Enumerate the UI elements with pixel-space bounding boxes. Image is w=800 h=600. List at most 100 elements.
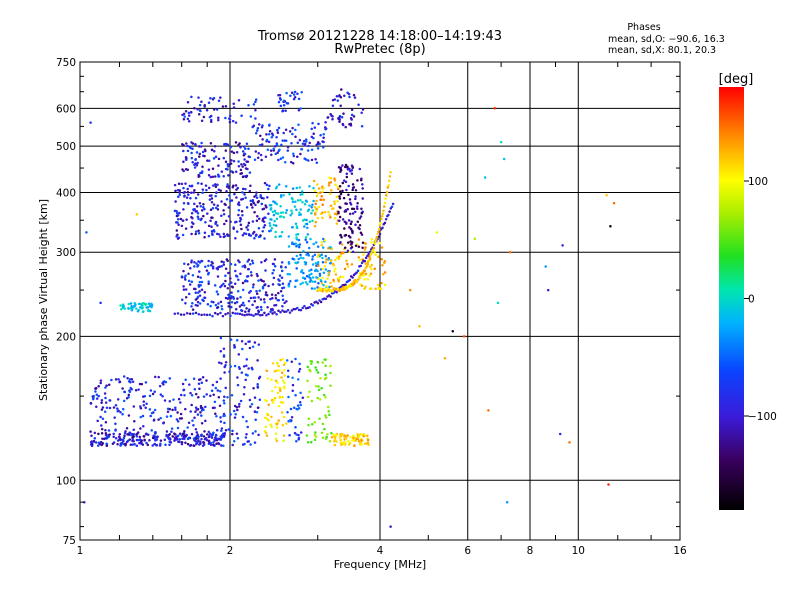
- data-point: [330, 247, 334, 251]
- data-point: [307, 159, 310, 162]
- data-point: [129, 307, 133, 310]
- data-point: [244, 436, 248, 439]
- data-point: [199, 378, 202, 381]
- data-point: [319, 300, 323, 304]
- data-point: [194, 232, 197, 236]
- data-point: [182, 208, 185, 211]
- data-point: [181, 233, 185, 237]
- data-point: [230, 281, 233, 284]
- data-point: [380, 246, 384, 249]
- data-point: [283, 381, 286, 385]
- data-point: [377, 286, 381, 289]
- data-point: [191, 312, 195, 315]
- data-point: [267, 140, 271, 144]
- data-point: [129, 302, 133, 305]
- data-point: [350, 263, 354, 266]
- data-point: [258, 289, 261, 293]
- data-point: [113, 416, 116, 419]
- data-point: [308, 185, 311, 188]
- data-point: [204, 405, 207, 409]
- data-point: [264, 398, 267, 402]
- data-point: [152, 418, 156, 422]
- data-point: [148, 394, 152, 398]
- data-point: [283, 368, 286, 372]
- data-point: [230, 295, 234, 298]
- data-point: [200, 437, 203, 441]
- data-point: [157, 375, 160, 379]
- data-point: [389, 171, 392, 174]
- data-point: [364, 242, 367, 245]
- data-point: [176, 411, 179, 414]
- data-point: [219, 311, 222, 315]
- data-point: [290, 415, 294, 419]
- data-point: [277, 183, 281, 186]
- data-point: [195, 164, 199, 167]
- data-point: [321, 256, 324, 260]
- data-point: [119, 438, 122, 441]
- data-point: [107, 383, 111, 387]
- data-point: [150, 429, 153, 432]
- data-point: [370, 241, 373, 244]
- data-point: [270, 135, 274, 139]
- data-point: [291, 200, 295, 204]
- data-point: [101, 437, 104, 441]
- data-point: [260, 158, 263, 162]
- data-point: [333, 212, 337, 215]
- data-point: [317, 282, 320, 285]
- data-point: [263, 430, 267, 433]
- data-point: [196, 275, 200, 278]
- data-point: [317, 122, 320, 126]
- data-point: [127, 380, 131, 383]
- data-point: [187, 279, 191, 283]
- data-point: [215, 290, 219, 293]
- data-point: [341, 181, 345, 185]
- data-point: [241, 301, 245, 305]
- data-point: [189, 146, 192, 150]
- data-point: [175, 418, 179, 421]
- data-point: [234, 237, 237, 240]
- data-point: [298, 362, 301, 366]
- data-point: [328, 176, 331, 179]
- data-point: [345, 259, 348, 263]
- data-point: [286, 145, 290, 149]
- data-point: [316, 245, 320, 248]
- data-point: [354, 195, 357, 198]
- data-point: [247, 221, 251, 225]
- data-point: [248, 155, 252, 159]
- data-point: [363, 287, 366, 290]
- data-point: [89, 430, 92, 433]
- data-point: [339, 104, 342, 107]
- data-point: [317, 187, 321, 190]
- data-point: [203, 154, 206, 158]
- data-point: [267, 187, 270, 191]
- data-point: [293, 285, 297, 289]
- data-point: [222, 282, 225, 286]
- data-point: [194, 428, 198, 431]
- data-point: [310, 158, 314, 162]
- data-point: [294, 307, 297, 311]
- data-point: [149, 389, 153, 392]
- data-point: [159, 416, 162, 420]
- data-point: [205, 269, 209, 272]
- data-point: [229, 162, 233, 165]
- stats-line-o: mean, sd,O: −90.6, 16.3: [608, 34, 725, 45]
- data-point: [190, 191, 193, 195]
- data-point: [190, 280, 194, 283]
- data-point: [287, 284, 291, 288]
- data-point: [260, 125, 264, 129]
- data-point: [295, 433, 298, 436]
- data-point: [212, 184, 215, 187]
- data-point: [377, 227, 381, 231]
- data-point: [351, 166, 354, 170]
- data-point: [324, 297, 328, 301]
- data-point: [235, 196, 238, 199]
- data-point: [176, 434, 180, 438]
- data-point: [202, 206, 205, 209]
- data-point: [162, 422, 165, 425]
- data-point: [186, 442, 190, 446]
- data-point: [116, 442, 119, 446]
- data-point: [175, 214, 179, 218]
- data-point: [187, 111, 191, 115]
- data-point: [342, 112, 345, 115]
- data-point: [135, 444, 139, 448]
